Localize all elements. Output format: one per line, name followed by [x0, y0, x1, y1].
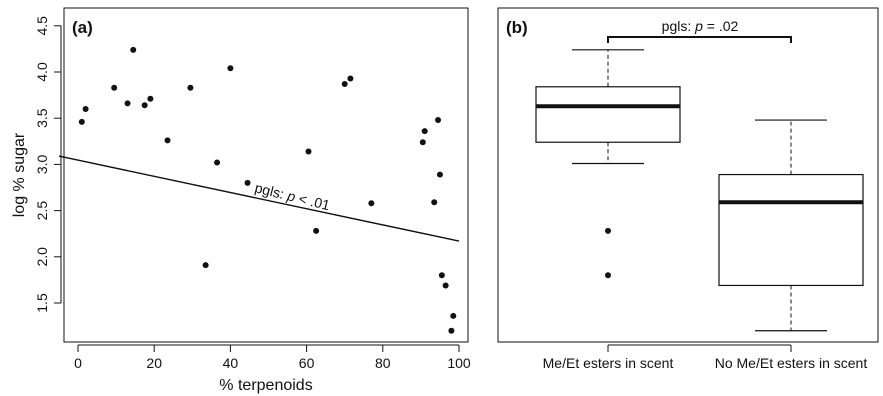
panel-a-label: (a) — [72, 18, 93, 37]
panel-a-frame — [63, 7, 469, 343]
data-point — [438, 272, 445, 279]
panel-b-label: (b) — [506, 18, 528, 37]
panel-a-points — [78, 46, 457, 334]
panel-a: (a) log % sugar % terpenoids 0 20 40 60 80 10… — [11, 7, 471, 394]
data-point — [305, 148, 312, 155]
box — [718, 173, 864, 287]
data-point — [431, 199, 438, 206]
outlier-point — [605, 272, 611, 279]
panel-a-y-axis-label: log % sugar — [11, 132, 28, 217]
data-point — [147, 95, 154, 102]
panel-a-pgls-annotation: pgls: p < .01 — [253, 179, 331, 213]
data-point — [187, 84, 194, 91]
data-point — [141, 102, 148, 109]
data-point — [164, 137, 171, 144]
x-tick-label: 60 — [299, 355, 315, 371]
data-point — [244, 179, 251, 186]
data-point — [421, 128, 428, 135]
data-point — [368, 200, 375, 207]
data-point — [347, 75, 354, 82]
data-point — [214, 159, 221, 166]
panel-b-pgls-annotation: pgls: p = .02 — [662, 18, 739, 34]
panel-b-pgls-prefix: pgls: — [662, 18, 695, 34]
y-tick-label: 1.5 — [34, 293, 50, 313]
y-tick-label: 4.5 — [34, 16, 50, 36]
data-point — [202, 262, 209, 269]
panel-a-pgls-prefix: pgls: — [253, 179, 289, 203]
category-label: No Me/Et esters in scent — [715, 355, 868, 371]
data-point — [313, 227, 320, 234]
x-tick-label: 40 — [223, 355, 239, 371]
x-tick-label: 0 — [74, 355, 82, 371]
x-tick-label: 100 — [447, 355, 471, 371]
y-tick-label: 3.0 — [34, 154, 50, 174]
data-point — [124, 100, 131, 107]
y-tick-label: 2.0 — [34, 247, 50, 267]
panel-b-frame — [497, 7, 879, 343]
regression-line — [58, 155, 460, 242]
panel-a-x-ticks: 0 20 40 60 80 100 — [74, 344, 471, 371]
data-point — [419, 139, 426, 146]
x-tick-label: 80 — [375, 355, 391, 371]
panel-b: (b) Me/Et esters in scent No Me/Et esters… — [497, 7, 879, 371]
panel-b-boxes — [535, 49, 864, 332]
panel-a-pgls-p: p — [285, 187, 298, 205]
data-point — [227, 65, 234, 72]
panel-a-y-ticks: 1.5 2.0 2.5 3.0 3.5 4.0 4.5 — [34, 16, 62, 313]
outlier-point — [605, 227, 611, 234]
significance-bracket — [607, 36, 792, 43]
data-point — [111, 84, 118, 91]
panel-b-pgls-p: p — [694, 18, 703, 34]
data-point — [442, 282, 449, 289]
data-point — [82, 105, 89, 112]
data-point — [436, 171, 443, 178]
panel-b-x-ticks: Me/Et esters in scent No Me/Et esters in … — [543, 344, 868, 371]
data-point — [130, 46, 137, 53]
category-label: Me/Et esters in scent — [543, 355, 674, 371]
panel-a-x-axis-label: % terpenoids — [219, 377, 312, 394]
y-tick-label: 3.5 — [34, 108, 50, 128]
data-point — [78, 118, 85, 125]
data-point — [435, 117, 442, 124]
y-tick-label: 4.0 — [34, 62, 50, 82]
panel-b-pgls-rest: = .02 — [703, 18, 739, 34]
box — [535, 86, 681, 143]
data-point — [448, 327, 455, 334]
y-tick-label: 2.5 — [34, 201, 50, 221]
data-point — [450, 312, 457, 319]
data-point — [341, 81, 348, 88]
x-tick-label: 20 — [146, 355, 162, 371]
